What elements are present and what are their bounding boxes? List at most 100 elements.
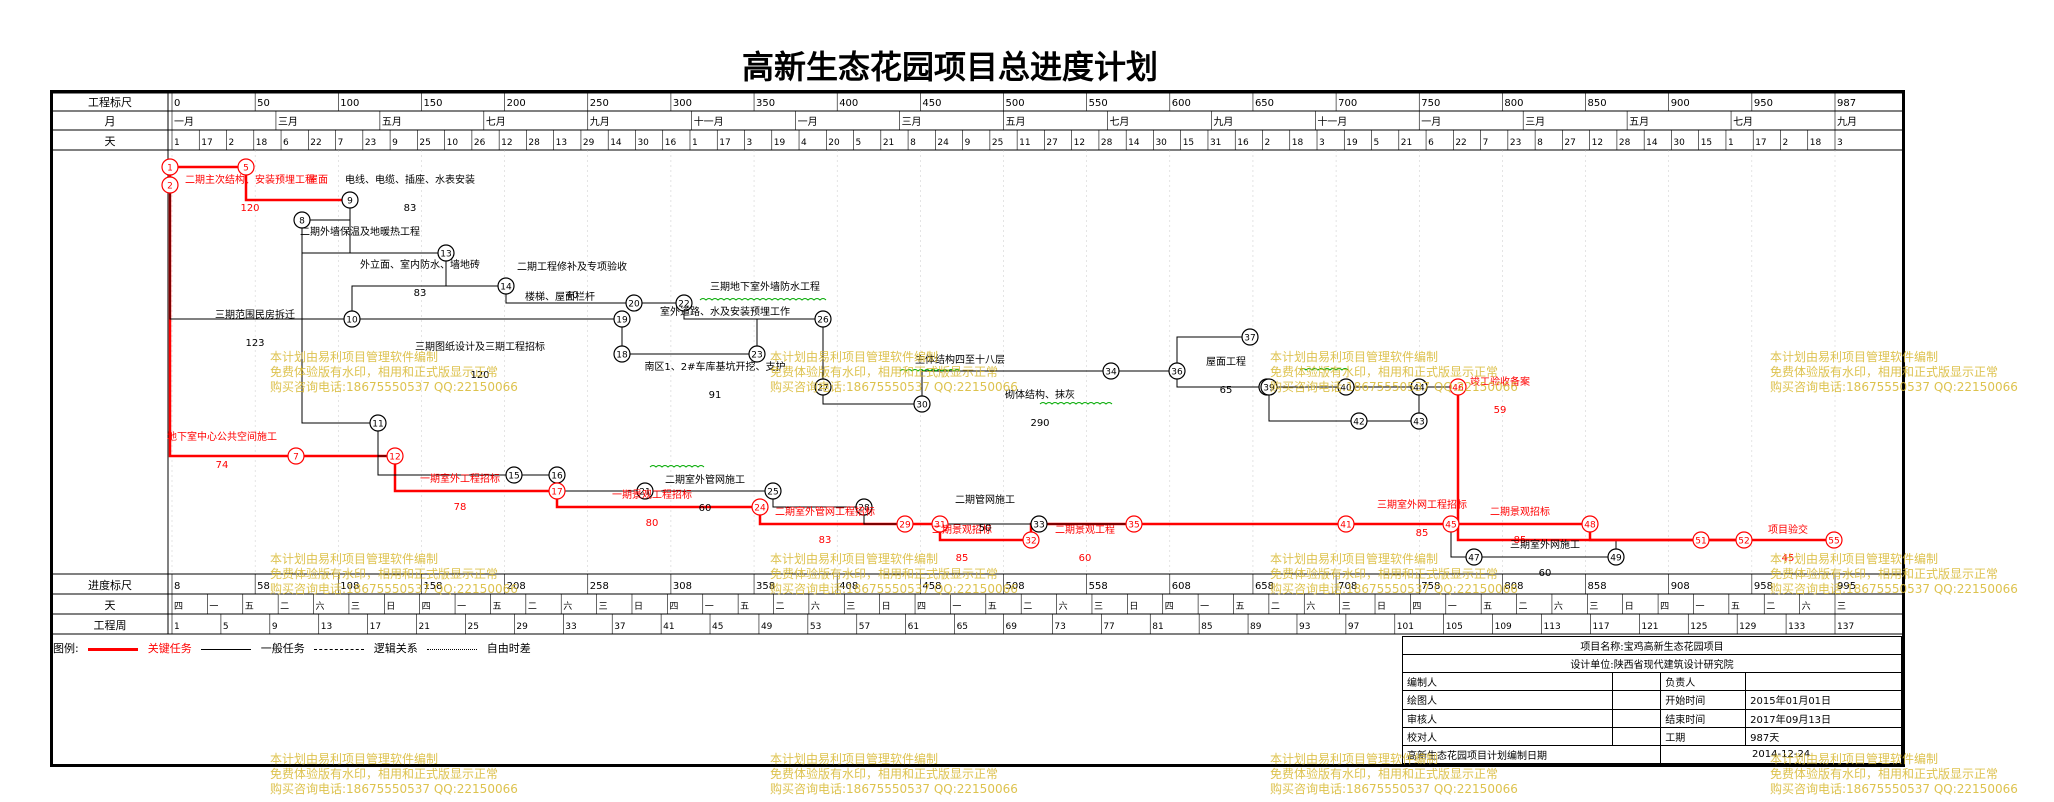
node-number: 44 <box>1413 384 1425 394</box>
weekday-cell: 五 <box>1483 602 1492 612</box>
day-cell: 3 <box>1319 138 1325 148</box>
weekday-cell: 一 <box>705 602 714 612</box>
task-duration: 65 <box>1220 385 1233 396</box>
node-number: 5 <box>243 164 249 174</box>
weekday-cell: 三 <box>351 602 360 612</box>
task-duration: 59 <box>1494 405 1507 416</box>
weekday-cell: 日 <box>634 601 643 612</box>
progress-tick-label: 8 <box>174 581 180 592</box>
day-cell: 17 <box>1755 138 1766 148</box>
scale-tick-label: 450 <box>922 98 941 109</box>
node-circle <box>1442 515 1460 533</box>
weekday-cell: 六 <box>316 600 325 612</box>
free-float-line <box>699 298 827 301</box>
task-arrow <box>505 294 626 304</box>
node-number: 1 <box>167 164 173 174</box>
day-cell: 28 <box>1101 138 1113 148</box>
weekday-cell: 三 <box>1342 602 1351 612</box>
day-cell: 29 <box>583 138 595 148</box>
month-cell: 五月 <box>382 116 402 128</box>
day-cell: 20 <box>828 138 840 148</box>
weekday-cell: 二 <box>528 602 537 612</box>
node-number: 12 <box>389 453 400 463</box>
task-duration: 120 <box>240 203 259 214</box>
scale-tick-label: 50 <box>257 98 270 109</box>
day-cell: 13 <box>556 138 567 148</box>
node-circle <box>1607 548 1625 566</box>
weekday-cell: 六 <box>1802 600 1811 612</box>
task-arrow <box>758 515 897 526</box>
task-arrow <box>756 318 815 346</box>
legend-normal-swatch <box>201 648 252 650</box>
task-duration: 123 <box>245 338 264 349</box>
node-number: 9 <box>347 197 353 207</box>
node-circle <box>161 158 179 176</box>
task-arrow <box>772 499 856 508</box>
node-number: 33 <box>1033 521 1044 531</box>
node-circle <box>1022 531 1040 549</box>
node-number: 52 <box>1738 537 1749 547</box>
node-circle <box>931 515 949 533</box>
weekday-cell: 一 <box>209 602 218 612</box>
scale-tick-label: 100 <box>340 98 359 109</box>
progress-tick-label: 995 <box>1837 581 1856 592</box>
node-circle <box>1030 515 1048 533</box>
task-duration: 83 <box>819 535 832 546</box>
task-arrow <box>683 311 815 320</box>
day-cell: 7 <box>338 138 344 148</box>
week-cell: 65 <box>957 622 968 632</box>
watermark: 本计划由易利项目管理软件编制 免费体验版有水印，相用和正式版显示正常 购买咨询电话:… <box>1270 752 1518 796</box>
day-cell: 3 <box>1837 138 1843 148</box>
node-number: 34 <box>1105 368 1117 378</box>
progress-tick-label: 608 <box>1172 581 1191 592</box>
weekday-cell: 二 <box>1271 602 1280 612</box>
day-cell: 27 <box>1564 138 1575 148</box>
task-duration: 85 <box>1416 528 1429 539</box>
footer-day-label: 天 <box>105 599 116 612</box>
progress-tick-label: 908 <box>1671 581 1690 592</box>
day-cell: 18 <box>1292 138 1304 148</box>
weekday-cell: 一 <box>1448 602 1457 612</box>
task-arrow <box>168 193 288 458</box>
node-number: 11 <box>372 420 383 430</box>
progress-tick-label: 858 <box>1588 581 1607 592</box>
task-label: 二期景观招标 <box>932 523 992 536</box>
week-cell: 125 <box>1690 622 1707 632</box>
node-circle <box>1692 531 1710 549</box>
scale-label: 工程标尺 <box>88 95 132 109</box>
node-circle <box>613 345 631 363</box>
progress-tick-label: 358 <box>756 581 775 592</box>
month-cell: 七月 <box>1733 116 1753 128</box>
node-number: 19 <box>616 316 628 326</box>
checker-value <box>1611 726 1662 746</box>
node-number: 35 <box>1128 521 1139 531</box>
progress-tick-label: 758 <box>1421 581 1440 592</box>
day-cell: 11 <box>1019 138 1030 148</box>
scale-tick-label: 850 <box>1588 98 1607 109</box>
node-number: 45 <box>1445 521 1456 531</box>
progress-tick-label: 708 <box>1338 581 1357 592</box>
day-cell: 10 <box>447 138 459 148</box>
node-circle <box>548 482 566 500</box>
scale-tick-label: 500 <box>1006 98 1025 109</box>
node-circle <box>814 378 832 396</box>
watermark: 本计划由易利项目管理软件编制 免费体验版有水印，相用和正式版显示正常 购买咨询电话:… <box>1770 350 2018 394</box>
day-cell: 14 <box>610 138 622 148</box>
day-cell: 4 <box>801 138 807 148</box>
task-arrow <box>921 370 1103 396</box>
week-cell: 21 <box>419 622 430 632</box>
day-cell: 12 <box>1592 138 1603 148</box>
weekday-cell: 六 <box>1306 600 1315 612</box>
day-cell: 19 <box>774 138 786 148</box>
month-label: 月 <box>105 115 116 128</box>
day-cell: 8 <box>910 138 916 148</box>
day-cell: 26 <box>474 138 486 148</box>
day-cell: 23 <box>1510 138 1521 148</box>
day-cell: 12 <box>1074 138 1085 148</box>
node-circle <box>386 447 404 465</box>
node-number: 30 <box>916 401 928 411</box>
weekday-cell: 一 <box>1200 602 1209 612</box>
legend-critical-swatch <box>88 647 139 651</box>
progress-tick-label: 308 <box>673 581 692 592</box>
node-number: 7 <box>293 453 299 463</box>
